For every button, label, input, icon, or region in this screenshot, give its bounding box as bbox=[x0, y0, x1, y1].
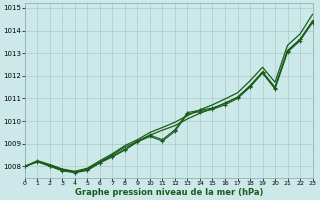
X-axis label: Graphe pression niveau de la mer (hPa): Graphe pression niveau de la mer (hPa) bbox=[75, 188, 263, 197]
